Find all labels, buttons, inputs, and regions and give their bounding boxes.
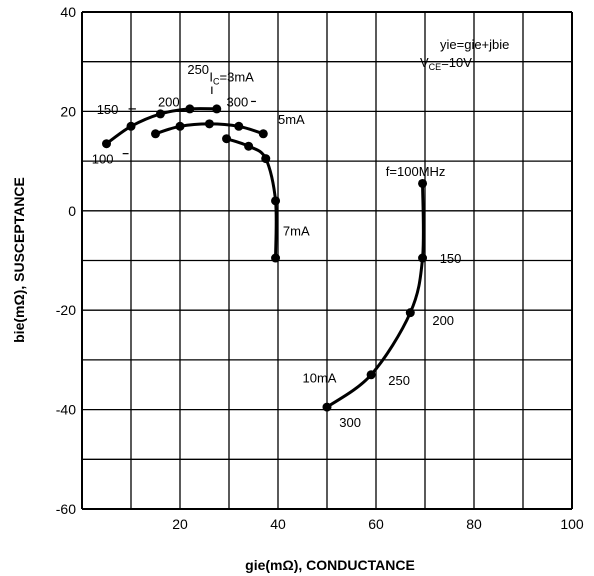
point-label: 200 xyxy=(432,313,454,328)
x-tick-label: 100 xyxy=(560,516,584,532)
annotation-main: I xyxy=(209,70,213,85)
point-label: f=100MHz xyxy=(386,164,446,179)
series-point xyxy=(322,402,332,412)
x-tick-label: 60 xyxy=(368,516,384,532)
series-annotation: 7mA xyxy=(283,224,310,239)
legend-vce-sub: CE xyxy=(429,62,442,72)
x-tick-label: 80 xyxy=(466,516,482,532)
series-point xyxy=(126,121,136,131)
series-point xyxy=(175,121,185,131)
legend-vce-value: =10V xyxy=(441,55,472,70)
series-point xyxy=(155,109,165,119)
annotation-rest: =3mA xyxy=(220,70,255,85)
series-point xyxy=(271,253,281,263)
y-tick-label: 20 xyxy=(60,103,76,119)
series-point xyxy=(204,119,214,129)
series-point xyxy=(271,196,281,206)
series-point xyxy=(405,308,415,318)
point-label: 300 xyxy=(227,94,249,109)
x-axis-title: gie(mΩ), CONDUCTANCE xyxy=(245,557,415,573)
label-layer: 100 150 200 250 300 f=100MHz 150 200 250 300 IC=3m… xyxy=(92,62,462,430)
point-label: 150 xyxy=(97,102,119,117)
annotation-subscript: C xyxy=(213,77,220,87)
series-layer xyxy=(102,104,428,412)
legend-line-2: VCE=10V xyxy=(420,55,472,72)
y-tick-label: 40 xyxy=(60,4,76,20)
series-point xyxy=(151,129,160,139)
x-tick-label: 20 xyxy=(172,516,188,532)
series-point xyxy=(418,253,428,263)
x-tick-label: 40 xyxy=(270,516,286,532)
series-point xyxy=(212,104,222,114)
y-tick-label: -40 xyxy=(56,402,76,418)
point-label: 250 xyxy=(187,62,209,77)
series-point xyxy=(418,178,428,188)
series-point xyxy=(222,134,232,144)
point-label: 300 xyxy=(339,415,361,430)
y-axis-title: bie(mΩ), SUSCEPTANCE xyxy=(11,177,27,343)
legend-vce-main: V xyxy=(420,55,429,70)
point-label: 150 xyxy=(440,251,462,266)
series-point xyxy=(244,141,254,151)
series-annotation: IC=3mA xyxy=(209,70,254,87)
series-point xyxy=(185,104,195,114)
series-point xyxy=(234,121,244,131)
legend-line-1: yie=gie+jbie xyxy=(440,37,509,52)
grid xyxy=(81,11,573,510)
series-point xyxy=(261,154,271,164)
series-annotation: 5mA xyxy=(278,112,305,127)
point-label: 200 xyxy=(158,94,180,109)
series-point xyxy=(258,129,268,139)
series-point xyxy=(102,139,111,149)
y-tick-label: -20 xyxy=(56,302,76,318)
series-point xyxy=(366,370,376,380)
y-tick-label: 0 xyxy=(68,203,76,219)
y-tick-label: -60 xyxy=(56,501,76,517)
point-label: 250 xyxy=(388,373,410,388)
series-annotation: 10mA xyxy=(303,370,337,385)
point-label: 100 xyxy=(92,152,114,167)
